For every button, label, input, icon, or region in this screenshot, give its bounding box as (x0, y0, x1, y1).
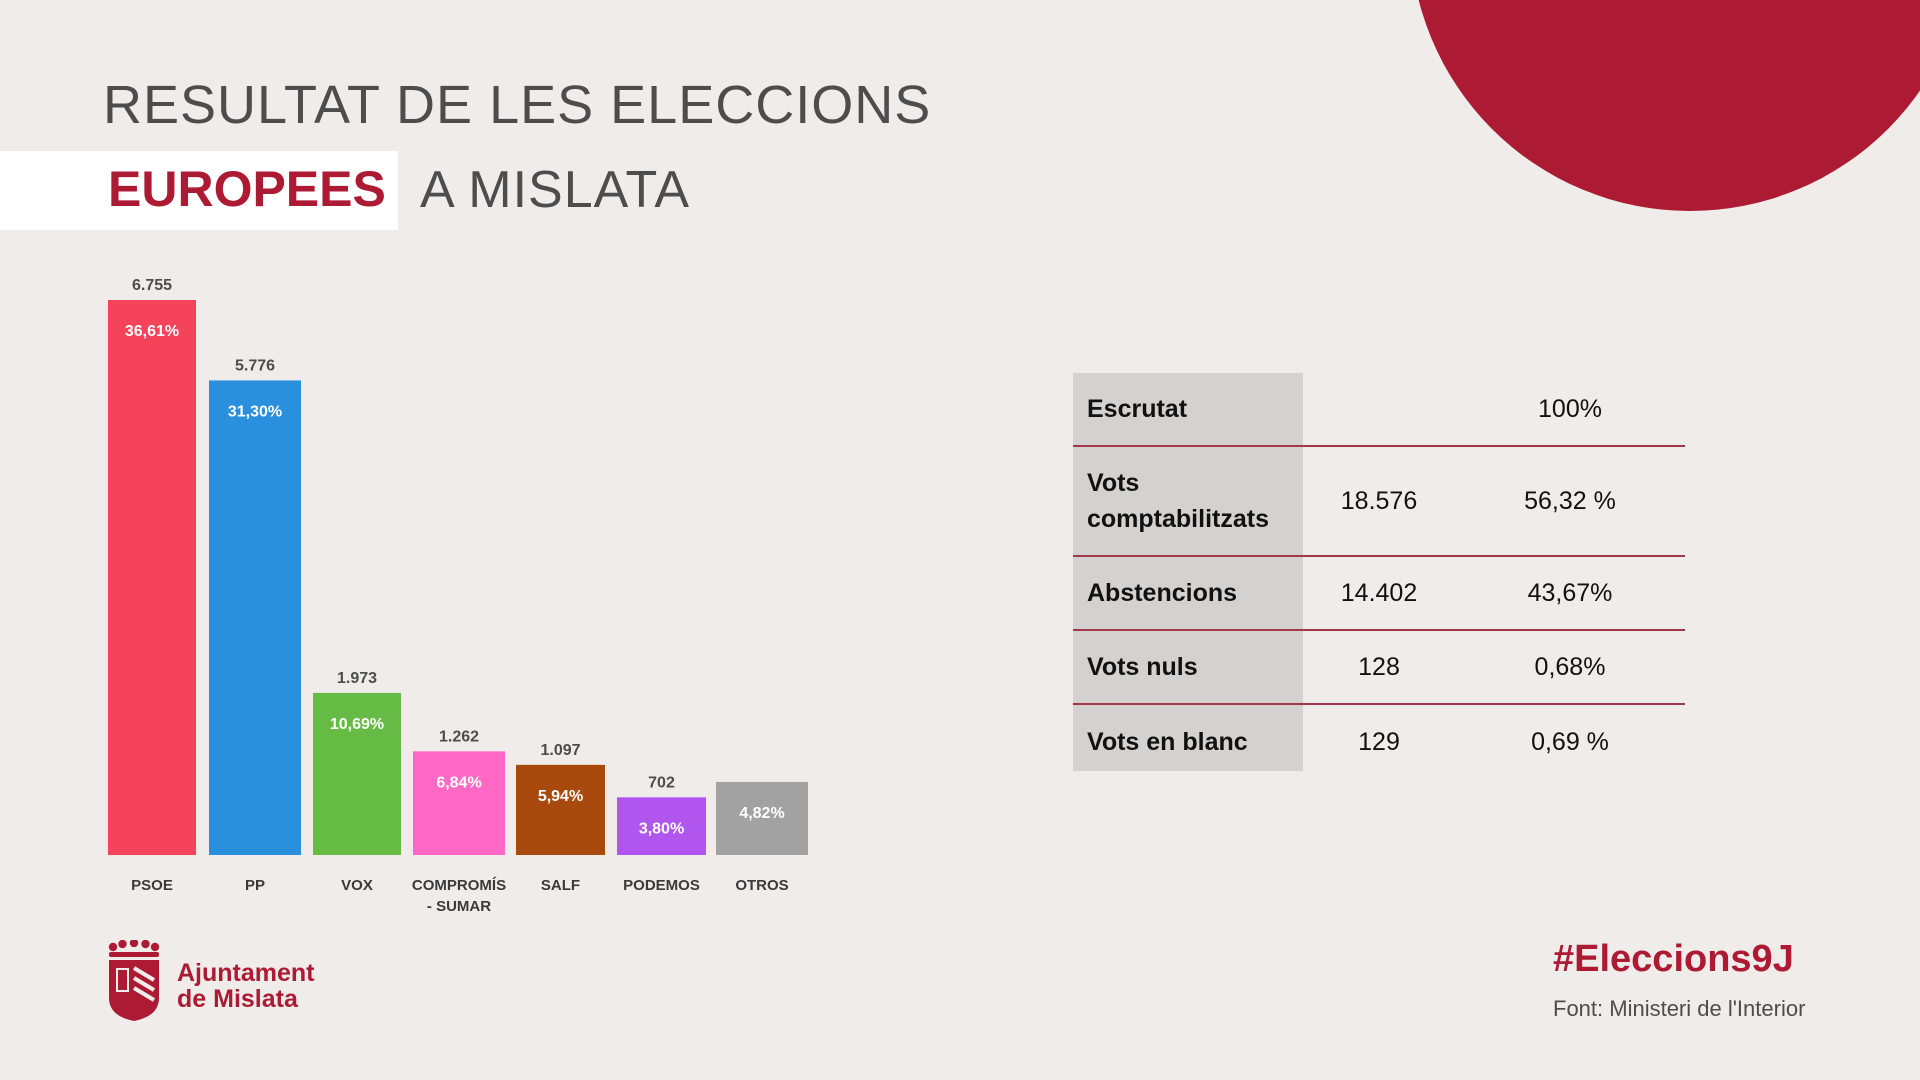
category-label: OTROS (735, 877, 788, 894)
hashtag: #Eleccions9J (1553, 938, 1794, 980)
stats-row-count: 128 (1358, 653, 1400, 681)
bar-percent-label: 5,94% (538, 788, 583, 805)
category-label: - SUMAR (427, 898, 491, 915)
page-title-line1: RESULTAT DE LES ELECCIONS (103, 75, 932, 135)
stats-row-percent: 100% (1538, 395, 1602, 423)
source-note: Font: Ministeri de l'Interior (1553, 996, 1806, 1021)
stats-row: Vots en blanc 129 0,69 % (1073, 705, 1685, 779)
mislata-crest-icon (108, 940, 160, 1021)
stats-row-label-line: Vots en blanc (1087, 728, 1248, 756)
stats-row-label-line: Vots (1087, 469, 1140, 497)
stats-row-label: Abstencions (1087, 575, 1287, 611)
bar (617, 797, 706, 855)
stats-row-label-line: Vots nuls (1087, 653, 1198, 681)
stats-row-label: Escrutat (1087, 391, 1287, 427)
stats-row-label-line: Escrutat (1087, 395, 1188, 423)
stats-row-count: 14.402 (1340, 579, 1418, 607)
stats-row-label: Vots en blanc (1087, 724, 1287, 760)
stats-row: Vots nuls 128 0,68% (1073, 631, 1685, 705)
stats-table: Escrutat 100% Vots comptabilitzats 18.576 56,… (1073, 373, 1685, 779)
bar-percent-label: 3,80% (639, 820, 684, 837)
bar-value-label: 702 (648, 774, 675, 791)
bar-value-label: 1.973 (337, 670, 377, 687)
category-label: VOX (341, 877, 373, 894)
stats-row: Abstencions 14.402 43,67% (1073, 557, 1685, 631)
bar (313, 692, 401, 855)
bar (716, 781, 808, 855)
logo-text-line2: de Mislata (177, 985, 298, 1013)
bar (413, 751, 505, 855)
bar-chart: 6.755 36,61% PSOE 5.776 31,30% PP 1.973 10,69% V… (108, 277, 808, 915)
stats-row: Vots comptabilitzats 18.576 56,32 % (1073, 447, 1685, 557)
logo-text: Ajuntament de Mislata (177, 960, 315, 1012)
stats-row-percent: 0,69 % (1531, 728, 1609, 756)
bar (209, 380, 301, 855)
category-label: SALF (541, 877, 580, 894)
bar-percent-label: 31,30% (228, 403, 282, 420)
stats-row-count: 18.576 (1340, 487, 1418, 515)
stats-row-percent: 0,68% (1534, 653, 1606, 681)
stats-row-label: Vots nuls (1087, 649, 1287, 685)
stats-row-percent: 43,67% (1527, 579, 1613, 607)
category-label: PODEMOS (623, 877, 700, 894)
page-title-highlight: EUROPEES (108, 161, 386, 217)
bar-value-label: 6.755 (132, 277, 172, 294)
bar (516, 764, 605, 855)
stats-row: Escrutat 100% (1073, 373, 1685, 447)
stats-row-label-line: Abstencions (1087, 579, 1238, 607)
page-title-rest: A MISLATA (420, 161, 691, 219)
bar-percent-label: 10,69% (330, 716, 384, 733)
bar-value-label: 5.776 (235, 357, 275, 374)
bar-value-label: 1.262 (439, 728, 479, 745)
stats-row-label: Vots comptabilitzats (1087, 465, 1287, 537)
decorative-circle (1410, 0, 1920, 211)
bar-percent-label: 36,61% (125, 323, 179, 340)
stats-row-count: 129 (1358, 728, 1400, 756)
title-highlight-band (0, 151, 398, 230)
category-label: PSOE (131, 877, 173, 894)
logo-text-line1: Ajuntament (177, 959, 315, 987)
bar-percent-label: 4,82% (739, 805, 784, 822)
bar (108, 300, 196, 855)
stats-row-label-line: comptabilitzats (1087, 505, 1269, 533)
bar-percent-label: 6,84% (436, 774, 481, 791)
category-label: COMPROMÍS (412, 877, 506, 894)
category-label: PP (245, 877, 265, 894)
bar-value-label: 1.097 (540, 742, 580, 759)
stats-row-percent: 56,32 % (1524, 487, 1616, 515)
